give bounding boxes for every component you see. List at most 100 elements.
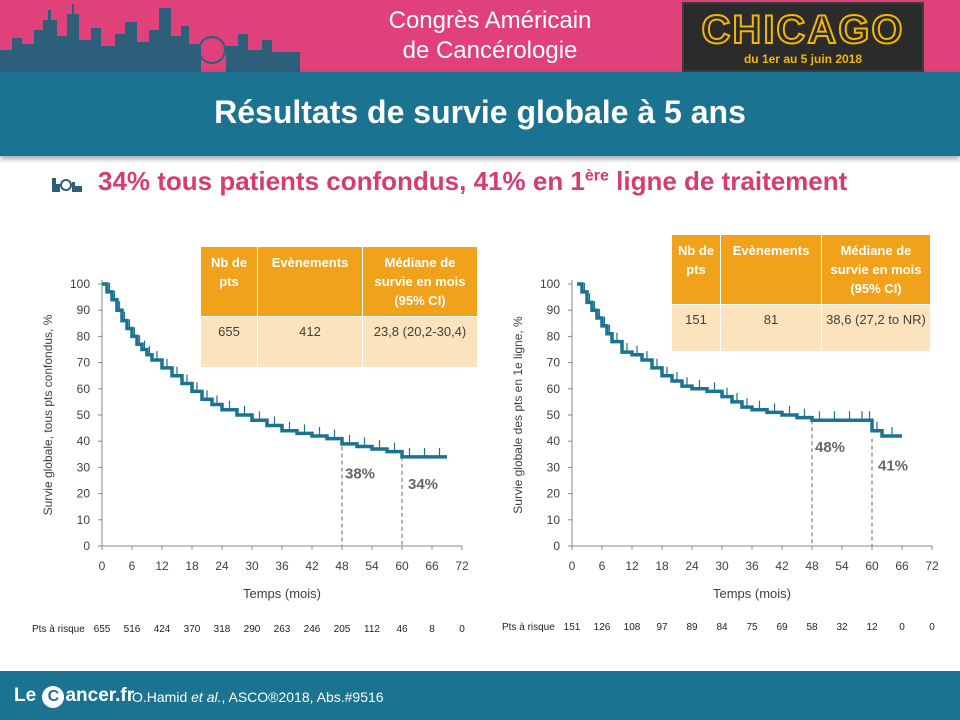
skyline-icon — [0, 4, 300, 72]
x-tick-label: 30 — [715, 559, 729, 573]
x-tick-label: 6 — [599, 559, 606, 573]
x-tick-label: 66 — [425, 559, 439, 573]
x-tick-label: 54 — [835, 559, 849, 573]
at-risk-count: 69 — [776, 622, 788, 633]
at-risk-count: 108 — [623, 622, 641, 633]
y-tick-label: 80 — [547, 329, 561, 343]
slide-subtitle: 34% tous patients confondus, 41% en 1ère… — [98, 166, 847, 197]
col-header-n: Nb de pts — [200, 246, 258, 317]
x-tick-label: 6 — [129, 559, 136, 573]
at-risk-count: 112 — [364, 624, 380, 635]
city-name: CHICAGO — [701, 7, 905, 53]
x-tick-label: 72 — [455, 559, 469, 573]
citation-etal: et al. — [191, 689, 222, 705]
skyline-bullet-icon — [52, 178, 82, 192]
at-risk-count: 516 — [123, 624, 141, 635]
subtitle-superscript: ère — [584, 167, 609, 185]
col-header-median: Médiane de survie en mois (95% CI) — [362, 246, 478, 317]
y-tick-label: 40 — [77, 434, 91, 448]
stats-table-first-line: Nb de pts Evènements Médiane de survie e… — [671, 234, 931, 352]
x-tick-label: 12 — [155, 559, 169, 573]
x-tick-label: 42 — [775, 559, 789, 573]
y-tick-label: 100 — [70, 277, 90, 291]
at-risk-count: 126 — [593, 622, 611, 633]
y-tick-label: 10 — [77, 513, 91, 527]
y-tick-label: 90 — [77, 303, 91, 317]
x-tick-label: 36 — [745, 559, 759, 573]
stats-table-all-patients: Nb de pts Evènements Médiane de survie e… — [200, 246, 478, 368]
x-tick-label: 36 — [275, 559, 289, 573]
x-axis-title: Temps (mois) — [243, 586, 321, 601]
x-axis-title: Temps (mois) — [713, 586, 791, 601]
col-header-events: Evènements — [720, 234, 822, 305]
at-risk-count: 8 — [429, 624, 435, 635]
x-tick-label: 42 — [305, 559, 319, 573]
conference-banner: Congrès Américain de Cancérologie CHICAG… — [0, 0, 960, 72]
y-tick-label: 0 — [83, 539, 90, 553]
x-tick-label: 54 — [365, 559, 379, 573]
y-tick-label: 50 — [77, 408, 91, 422]
y-tick-label: 0 — [553, 539, 560, 553]
annotation-label: 34% — [408, 476, 438, 493]
annotation-label: 41% — [878, 458, 908, 475]
x-tick-label: 48 — [805, 559, 819, 573]
y-tick-label: 70 — [77, 356, 91, 370]
at-risk-label-first-line: Pts à risque — [502, 622, 555, 633]
y-tick-label: 60 — [547, 382, 561, 396]
cell-events: 81 — [720, 304, 822, 352]
at-risk-count: 0 — [459, 624, 465, 635]
cell-median: 38,6 (27,2 to NR) — [821, 304, 931, 352]
slide-title: Résultats de survie globale à 5 ans — [214, 94, 746, 130]
km-chart-first-line: 0 10 20 30 40 50 60 70 80 90 100 0 6 12 18 24 30 36 42 48 54… — [511, 277, 939, 601]
cell-median: 23,8 (20,2-30,4) — [362, 316, 478, 368]
congress-line-1: Congrès Américain — [388, 7, 592, 34]
x-tick-label: 12 — [625, 559, 639, 573]
citation-author: O.Hamid — [132, 689, 192, 705]
x-tick-label: 60 — [865, 559, 879, 573]
congress-line-2: de Cancérologie — [402, 37, 578, 64]
x-tick-label: 24 — [215, 559, 229, 573]
x-tick-label: 0 — [569, 559, 576, 573]
y-tick-label: 10 — [547, 513, 561, 527]
x-tick-label: 60 — [395, 559, 409, 573]
x-tick-label: 24 — [685, 559, 699, 573]
at-risk-count: 12 — [866, 622, 878, 633]
subtitle-main: 34% tous patients confondus, 41% en 1 — [98, 166, 585, 196]
citation: O.Hamid et al., ASCO®2018, Abs.#9516 — [132, 689, 384, 705]
y-axis-title: Survie globale des pts en 1e ligne, % — [511, 316, 525, 514]
congress-dates: du 1er au 5 juin 2018 — [743, 52, 863, 66]
cell-events: 412 — [257, 316, 363, 368]
at-risk-count: 151 — [563, 622, 581, 633]
km-chart-all-patients: 0 10 20 30 40 50 60 70 80 90 100 0 6 12 18 24 30 36 42 48 54… — [41, 277, 469, 601]
col-header-median: Médiane de survie en mois (95% CI) — [821, 234, 931, 305]
subtitle-end: ligne de traitement — [608, 166, 848, 196]
logo-prefix: Le — [14, 685, 42, 706]
at-risk-count: 318 — [213, 624, 231, 635]
at-risk-count: 246 — [303, 624, 321, 635]
at-risk-count: 0 — [929, 622, 935, 633]
y-tick-label: 50 — [547, 408, 561, 422]
at-risk-count: 58 — [806, 622, 818, 633]
y-axis-title: Survie globale, tous pts confondus, % — [41, 314, 55, 515]
annotation-label: 38% — [345, 465, 375, 482]
congress-name: Congrès Américain de Cancérologie — [300, 6, 680, 66]
x-tick-label: 48 — [335, 559, 349, 573]
col-header-n: Nb de pts — [671, 234, 721, 305]
chicago-logo: CHICAGO du 1er au 5 juin 2018 — [682, 2, 924, 72]
at-risk-count: 46 — [396, 624, 408, 635]
logo-suffix: ancer.fr — [65, 685, 135, 706]
at-risk-count: 32 — [836, 622, 848, 633]
x-tick-label: 66 — [895, 559, 909, 573]
x-tick-label: 30 — [245, 559, 259, 573]
y-tick-label: 100 — [540, 277, 560, 291]
at-risk-count: 370 — [183, 624, 201, 635]
cell-n: 151 — [671, 304, 721, 352]
at-risk-count: 205 — [333, 624, 351, 635]
at-risk-count: 290 — [243, 624, 261, 635]
at-risk-count: 89 — [686, 622, 698, 633]
x-tick-label: 18 — [185, 559, 199, 573]
at-risk-count: 97 — [656, 622, 668, 633]
at-risk-count: 655 — [93, 624, 111, 635]
